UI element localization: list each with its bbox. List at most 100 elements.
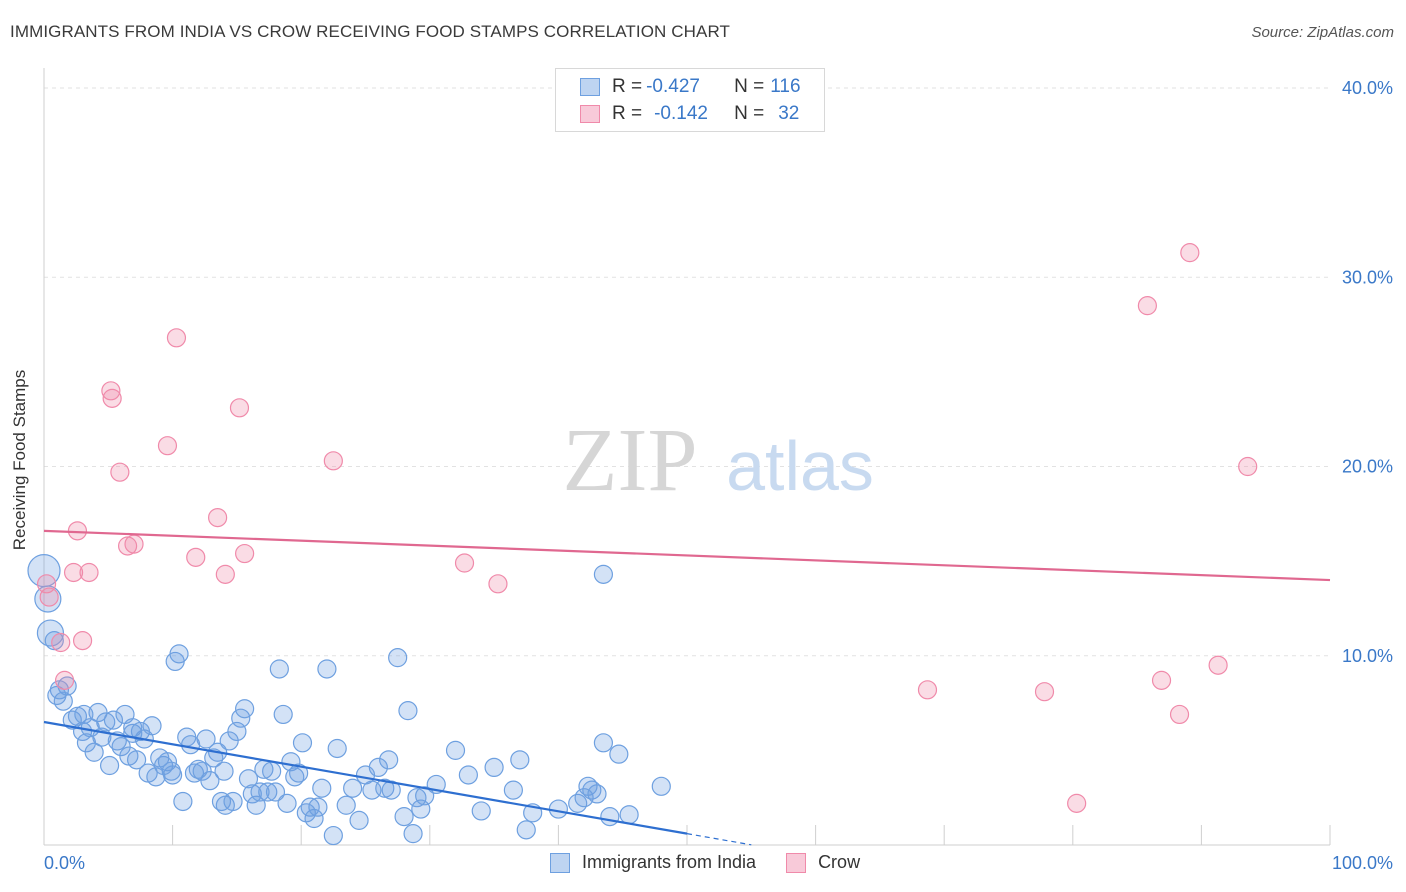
point-crow [1151,670,1172,690]
point-india [184,763,205,783]
point-crow [1137,296,1157,316]
point-india [74,704,94,725]
trend-layer [43,529,1331,846]
trend-line-india [43,720,688,835]
point-crow [39,587,59,607]
chart-title: IMMIGRANTS FROM INDIA VS CROW RECEIVING … [10,22,731,41]
ticks-layer: 10.0% 20.0% 30.0% 40.0% 0.0% 100.0% [44,78,1393,873]
point-crow [917,680,938,700]
series-swatch-india [550,852,570,873]
point-crow [488,574,508,594]
legend-r-label: R = [612,76,643,97]
point-india [651,776,671,796]
watermark-zip: ZIP [563,411,698,510]
point-india [304,808,324,829]
point-crow [166,328,187,348]
point-india [269,659,289,679]
point-india [484,757,504,778]
point-india [503,780,523,800]
legend-swatch-india [580,78,600,96]
source-label: Source: ZipAtlas.com [1251,24,1394,41]
point-crow [454,553,475,573]
grid-layer [44,87,1330,657]
point-india [250,782,270,802]
correlation-legend: R = -0.427 N = 116 R = -0.142 N = 32 [555,68,825,132]
watermark-atlas: atlas [726,427,874,505]
point-india [398,701,418,721]
point-india [126,750,147,770]
point-india [262,761,282,781]
point-india [407,788,427,808]
point-india [510,750,530,770]
point-india [619,805,639,825]
trend-line-india-extension [686,833,752,846]
point-india [593,733,614,753]
point-india [96,712,116,732]
point-india [381,780,401,800]
axes-layer [43,68,1331,846]
point-india [123,718,143,738]
point-india [265,782,286,802]
legend-r-value: -0.142 [654,103,708,124]
point-india [349,810,369,830]
point-crow [215,564,235,584]
watermark: ZIP atlas [563,411,874,510]
legend-row-india: R = -0.427 N = 116 [580,75,801,99]
point-india [238,769,259,789]
point-india [323,825,343,846]
point-india [292,733,313,753]
point-india [84,742,104,762]
point-india [403,824,423,844]
legend-n-label: N = [734,76,765,97]
point-crow [208,507,228,528]
legend-n-label: N = [734,103,765,124]
point-india [582,780,602,800]
point-india [336,795,356,815]
legend-r-value: -0.427 [646,76,700,97]
point-india [47,685,67,706]
x-tick-label: 100.0% [1332,853,1393,873]
point-india [308,797,328,817]
point-crow [72,631,93,651]
point-crow [63,562,84,583]
y-tick-label: 30.0% [1342,267,1393,287]
point-india [312,778,332,798]
point-india [388,648,408,668]
x-tick-label: 0.0% [44,853,85,873]
series-label-india: Immigrants from India [582,852,757,872]
point-crow [1180,243,1200,263]
point-crow [186,547,206,567]
point-crow [79,562,99,583]
point-india [574,788,594,808]
point-india [235,699,255,719]
point-india [289,763,309,783]
point-crow [229,398,250,418]
point-india [258,782,278,802]
point-crow [235,543,255,564]
point-india [600,807,620,827]
point-crow [51,632,71,653]
points-layer [27,243,1258,846]
point-crow [1169,704,1190,725]
point-india [242,784,262,804]
series-legend: Immigrants from India Crow [550,852,890,873]
legend-row-crow: R = -0.142 N = 32 [580,102,799,126]
point-crow [124,534,144,554]
series-swatch-crow [786,852,807,873]
point-india [173,791,193,812]
point-india [317,659,337,679]
point-crow [1067,793,1087,813]
y-tick-label: 10.0% [1342,646,1393,666]
legend-swatch-crow [580,105,600,123]
point-india [587,784,607,804]
point-india [343,778,363,798]
point-india [142,716,162,736]
point-india [415,786,435,806]
series-label-crow: Crow [818,852,861,872]
point-india [548,799,569,819]
point-crow [1208,655,1228,675]
point-crow [110,462,130,482]
point-india [214,761,234,781]
point-india [163,765,183,785]
point-crow [1238,456,1258,477]
